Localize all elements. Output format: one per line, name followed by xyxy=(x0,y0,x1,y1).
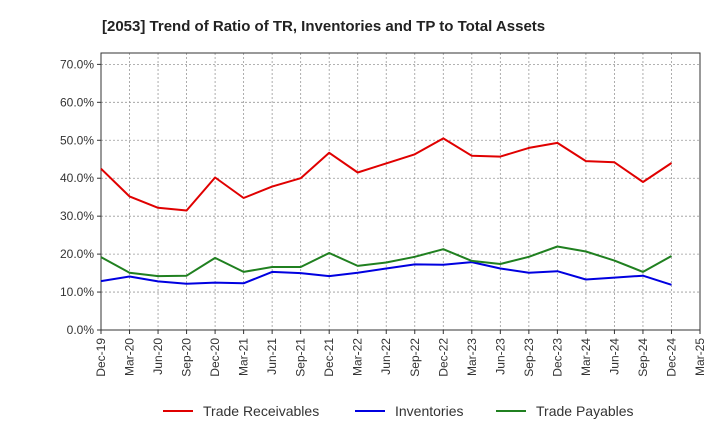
x-tick-label: Mar-21 xyxy=(237,338,251,376)
legend-label: Trade Payables xyxy=(536,403,634,419)
plot-background xyxy=(101,53,700,330)
x-tick-label: Mar-22 xyxy=(351,338,365,376)
legend-item: Trade Payables xyxy=(496,403,634,419)
x-tick-label: Dec-20 xyxy=(208,338,222,377)
x-tick-label: Dec-19 xyxy=(94,338,108,377)
x-tick-label: Sep-22 xyxy=(408,338,422,377)
chart-title: [2053] Trend of Ratio of TR, Inventories… xyxy=(102,18,545,35)
x-tick-label: Jun-20 xyxy=(151,338,165,375)
y-tick-label: 30.0% xyxy=(60,209,94,223)
legend-label: Inventories xyxy=(395,403,463,419)
x-tick-label: Dec-24 xyxy=(664,338,678,377)
x-tick-label: Sep-23 xyxy=(522,338,536,377)
legend-item: Inventories xyxy=(355,403,463,419)
y-tick-label: 70.0% xyxy=(60,57,94,71)
x-tick-label: Jun-22 xyxy=(379,338,393,375)
grid-lines xyxy=(101,53,700,330)
x-tick-label: Mar-24 xyxy=(579,338,593,376)
x-tick-label: Sep-21 xyxy=(294,338,308,377)
x-tick-label: Dec-22 xyxy=(436,338,450,377)
y-tick-label: 50.0% xyxy=(60,133,94,147)
y-tick-label: 40.0% xyxy=(60,171,94,185)
legend-item: Trade Receivables xyxy=(163,403,319,419)
x-tick-label: Mar-20 xyxy=(123,338,137,376)
x-tick-label: Jun-24 xyxy=(607,338,621,375)
x-tick-label: Dec-21 xyxy=(322,338,336,377)
x-tick-label: Dec-23 xyxy=(550,338,564,377)
y-tick-label: 20.0% xyxy=(60,247,94,261)
x-tick-label: Jun-23 xyxy=(493,338,507,375)
y-tick-label: 10.0% xyxy=(60,285,94,299)
x-tick-label: Jun-21 xyxy=(265,338,279,375)
x-tick-label: Sep-20 xyxy=(180,338,194,377)
legend-label: Trade Receivables xyxy=(203,403,319,419)
x-tick-label: Mar-23 xyxy=(465,338,479,376)
x-tick-label: Sep-24 xyxy=(636,338,650,377)
x-tick-label: Mar-25 xyxy=(693,338,707,376)
legend: Trade Receivables Inventories Trade Payabl… xyxy=(163,403,634,419)
y-tick-label: 0.0% xyxy=(67,323,95,337)
y-tick-label: 60.0% xyxy=(60,95,94,109)
